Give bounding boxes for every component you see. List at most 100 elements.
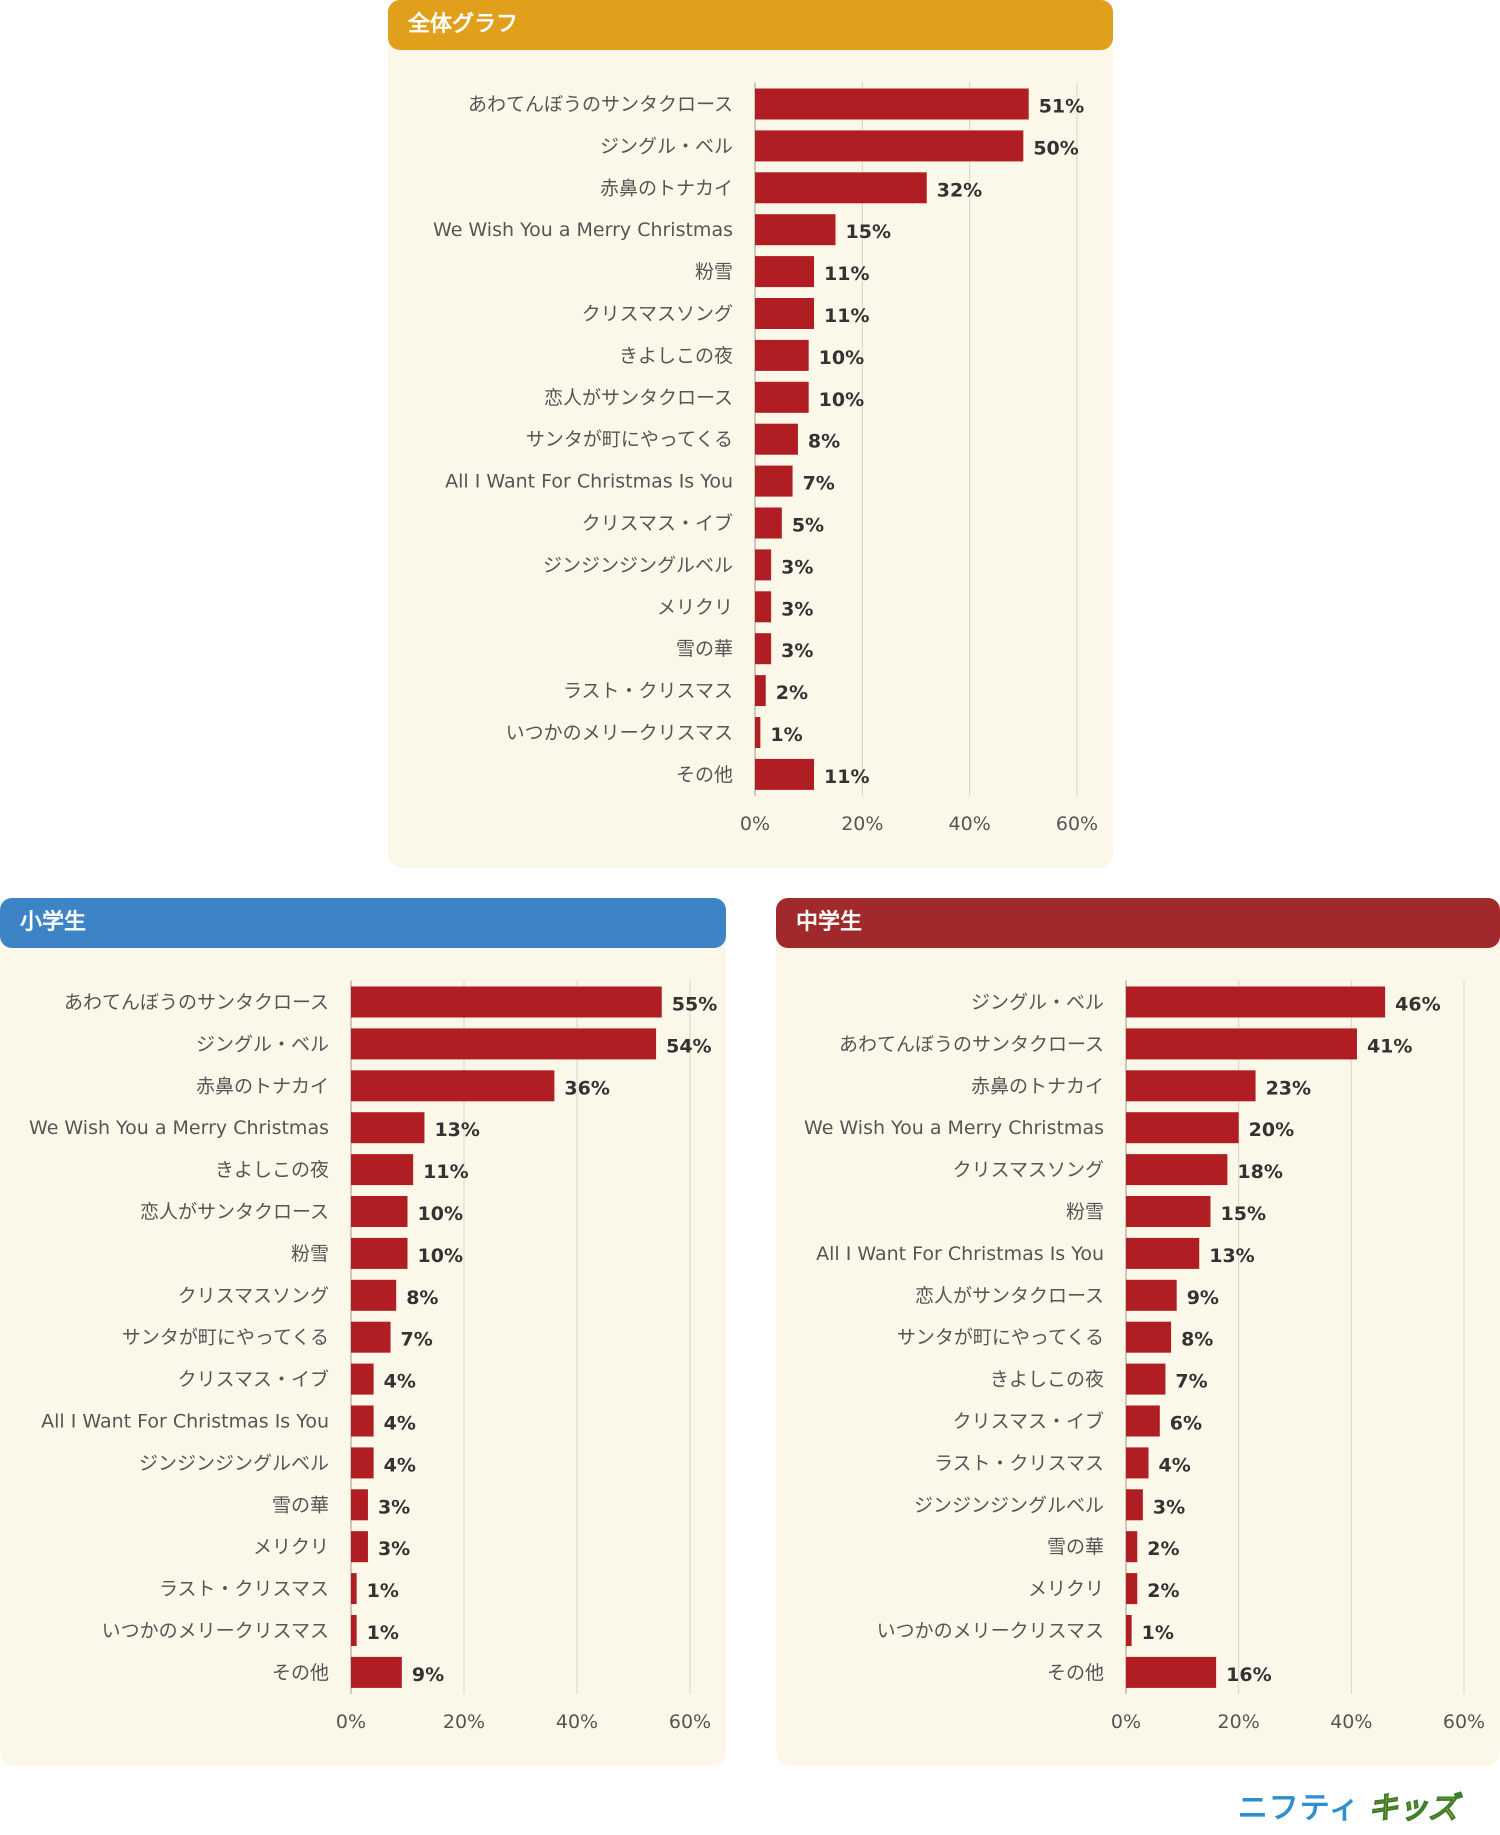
category-label: All I Want For Christmas Is You	[41, 1411, 329, 1433]
bar	[351, 1237, 408, 1269]
value-label: 3%	[781, 640, 813, 662]
value-label: 4%	[384, 1371, 416, 1393]
value-label: 1%	[367, 1622, 399, 1644]
x-tick-label: 40%	[1330, 1711, 1372, 1733]
value-label: 2%	[776, 682, 808, 704]
value-label: 5%	[792, 515, 824, 537]
bar	[755, 465, 793, 497]
category-label: サンタが町にやってくる	[122, 1327, 329, 1349]
x-tick-label: 0%	[1111, 1711, 1141, 1733]
category-label: いつかのメリークリスマス	[877, 1620, 1104, 1642]
bar	[1126, 1656, 1217, 1688]
category-label: ジンジンジングルベル	[914, 1494, 1104, 1516]
category-label: ラスト・クリスマス	[159, 1578, 329, 1600]
bar	[755, 758, 815, 790]
bar	[351, 1279, 397, 1311]
bar	[351, 986, 662, 1018]
value-label: 11%	[824, 766, 869, 788]
bar	[1126, 1154, 1228, 1186]
value-label: 15%	[1221, 1203, 1266, 1225]
bar	[1126, 1321, 1172, 1353]
bar	[755, 130, 1024, 162]
bar	[1126, 1489, 1143, 1521]
x-tick-label: 20%	[1218, 1711, 1260, 1733]
panel-middle-school: 中学生 0% 20% 40% 60% ジングル・ベル 46% あわてんぼうのサンタクロース 4…	[776, 898, 1500, 1766]
value-label: 16%	[1226, 1664, 1271, 1686]
bar	[755, 339, 809, 371]
category-label: ジンジンジングルベル	[543, 554, 733, 576]
x-tick-label: 60%	[1443, 1711, 1485, 1733]
bar	[755, 88, 1029, 120]
bar	[755, 549, 772, 581]
value-label: 2%	[1147, 1538, 1179, 1560]
logo-text-kids: キッズ	[1368, 1791, 1459, 1827]
category-label: 赤鼻のトナカイ	[196, 1075, 329, 1097]
value-label: 8%	[1181, 1329, 1213, 1351]
value-label: 9%	[1187, 1287, 1219, 1309]
value-label: 3%	[378, 1496, 410, 1518]
panel-header-elementary: 小学生	[0, 898, 726, 948]
category-label: 雪の華	[272, 1494, 329, 1516]
value-label: 18%	[1237, 1161, 1282, 1183]
bar	[351, 1405, 374, 1437]
value-label: 8%	[406, 1287, 438, 1309]
bar	[755, 675, 766, 707]
category-label: あわてんぼうのサンタクロース	[64, 992, 329, 1014]
bar	[755, 381, 809, 413]
bar	[351, 1531, 368, 1563]
category-label: クリスマスソング	[953, 1159, 1104, 1181]
value-label: 54%	[666, 1035, 711, 1057]
bar	[755, 256, 815, 288]
bar	[1126, 1531, 1138, 1563]
category-label: 粉雪	[1066, 1201, 1104, 1223]
bar	[755, 507, 782, 539]
value-label: 4%	[384, 1454, 416, 1476]
value-label: 50%	[1033, 137, 1078, 159]
bar	[1126, 1573, 1138, 1605]
bar	[351, 1154, 414, 1186]
category-label: ジングル・ベル	[971, 992, 1104, 1014]
x-tick-label: 0%	[740, 813, 770, 835]
panel-overall: 全体グラフ 0% 20% 40% 60% あわてんぼうのサンタクロース 51% ジングル・ベ…	[388, 0, 1113, 868]
category-label: 恋人がサンタクロース	[544, 387, 733, 409]
value-label: 10%	[819, 347, 864, 369]
nifty-kids-logo: ニフティ キッズ	[1237, 1785, 1459, 1827]
category-label: クリスマス・イブ	[953, 1410, 1104, 1433]
value-label: 10%	[418, 1245, 463, 1267]
bar	[351, 1070, 555, 1102]
bar	[351, 1573, 357, 1605]
value-label: 11%	[423, 1161, 468, 1183]
category-label: 粉雪	[291, 1243, 329, 1265]
value-label: 10%	[819, 389, 864, 411]
bar	[351, 1028, 657, 1060]
bar	[351, 1196, 408, 1227]
category-label: サンタが町にやってくる	[897, 1327, 1104, 1349]
category-label: We Wish You a Merry Christmas	[804, 1117, 1104, 1139]
category-label: その他	[1047, 1662, 1104, 1684]
category-label: クリスマスソング	[178, 1285, 329, 1307]
panel-elementary: 小学生 0% 20% 40% 60% あわてんぼうのサンタクロース 55% ジングル・ベル 5…	[0, 898, 726, 1766]
value-label: 32%	[937, 179, 982, 201]
logo-text-nifty: ニフティ	[1237, 1791, 1360, 1826]
category-label: きよしこの夜	[619, 345, 733, 367]
category-label: あわてんぼうのサンタクロース	[839, 1033, 1104, 1055]
value-label: 7%	[803, 473, 835, 495]
bar	[351, 1489, 368, 1521]
bar	[755, 172, 927, 204]
value-label: 13%	[434, 1119, 479, 1141]
value-label: 6%	[1170, 1413, 1202, 1435]
bar	[351, 1321, 391, 1353]
category-label: きよしこの夜	[990, 1369, 1104, 1391]
chart-overall: 0% 20% 40% 60% あわてんぼうのサンタクロース 51% ジングル・ベル 50% 赤鼻…	[433, 82, 1098, 835]
category-label: 赤鼻のトナカイ	[600, 177, 733, 199]
bar	[755, 591, 772, 623]
bar	[351, 1363, 374, 1395]
bar	[755, 214, 836, 246]
value-label: 7%	[401, 1329, 433, 1351]
category-label: 恋人がサンタクロース	[915, 1285, 1104, 1307]
bar	[1126, 1279, 1177, 1311]
category-label: ラスト・クリスマス	[934, 1452, 1104, 1474]
category-label: きよしこの夜	[215, 1159, 329, 1181]
value-label: 3%	[781, 556, 813, 578]
x-tick-label: 20%	[841, 813, 883, 835]
